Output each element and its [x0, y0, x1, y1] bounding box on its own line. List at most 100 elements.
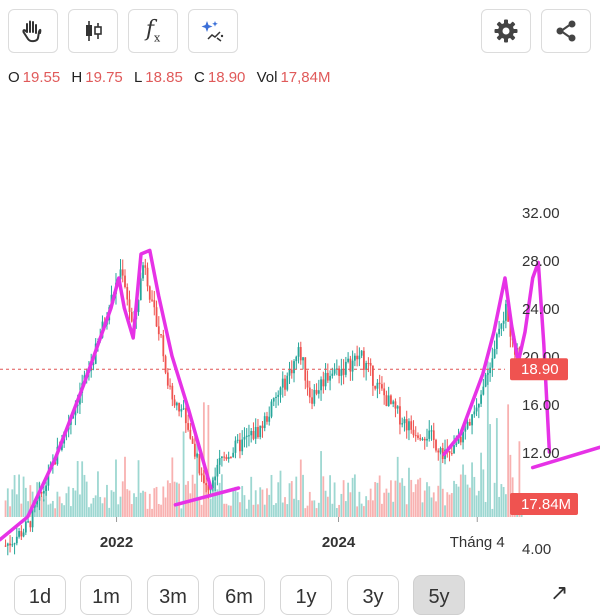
candle [435, 438, 437, 453]
volume-bar [369, 488, 372, 517]
high-label: H [71, 69, 83, 86]
volume-bar [250, 476, 253, 517]
candle [430, 425, 433, 441]
chart-type-button[interactable] [68, 9, 118, 53]
volume-bar [518, 441, 521, 517]
candle [234, 436, 237, 459]
tab-3m[interactable]: 3m [147, 575, 199, 615]
volume-bar [270, 474, 273, 517]
expand-icon[interactable]: ↗ [550, 580, 569, 605]
volume-bar [403, 485, 406, 517]
share-button[interactable] [541, 9, 591, 53]
tab-1y[interactable]: 1y [280, 575, 332, 615]
candle [353, 353, 356, 367]
volume-bar [9, 506, 11, 517]
volume-bar [385, 488, 388, 517]
volume-bar [464, 474, 467, 517]
candle [293, 359, 295, 383]
candle [367, 357, 370, 373]
indicators-button[interactable]: fx [128, 9, 178, 53]
volume-bar [236, 492, 239, 517]
candle [22, 528, 25, 538]
volume-bar [196, 439, 199, 517]
settings-button[interactable] [481, 9, 531, 53]
candle [358, 347, 361, 367]
volume-bar [349, 492, 352, 517]
candle [272, 397, 275, 407]
volume-bar [498, 496, 501, 517]
volume-bar [293, 498, 295, 517]
candle [275, 392, 277, 409]
trend-drawing[interactable] [442, 260, 552, 457]
volume-bar [157, 503, 160, 517]
x-tick-label: Tháng 4 [450, 534, 505, 551]
volume-bar [284, 497, 286, 517]
volume-bar [450, 493, 453, 517]
volume-bar [432, 492, 435, 517]
open-value: 19.55 [22, 69, 61, 86]
trend-drawing[interactable] [173, 486, 241, 507]
volume-bar [421, 502, 424, 517]
volume-bar [110, 490, 113, 517]
x-tick-label: 2024 [322, 534, 356, 551]
volume-bar [97, 471, 99, 517]
candle [184, 404, 187, 433]
candle [333, 363, 336, 376]
volume-bar [329, 475, 331, 517]
volume-bar [187, 481, 189, 517]
candle [297, 342, 300, 364]
volume-bar [326, 496, 329, 517]
candle [392, 399, 395, 408]
candle [202, 469, 205, 484]
volume-bar [248, 499, 250, 517]
candle [387, 386, 390, 407]
volume-bar [81, 461, 84, 517]
x-axis: 2022 2024 Tháng 4 [100, 517, 505, 551]
volume-bar [4, 500, 7, 517]
volume-bar [169, 483, 171, 517]
volume-bar [245, 508, 248, 517]
volume-bar [70, 506, 72, 517]
candle [266, 411, 268, 425]
tab-1m[interactable]: 1m [80, 575, 132, 615]
volume-bar [491, 508, 494, 517]
candle [180, 404, 183, 418]
candle [288, 361, 291, 384]
volume-bar [24, 487, 27, 517]
volume-bar [115, 459, 117, 517]
volume-bar [295, 476, 298, 517]
volume-bar [234, 486, 237, 517]
volume-bar [205, 484, 208, 517]
tab-5y[interactable]: 5y [413, 575, 465, 615]
volume-bar [27, 501, 29, 517]
volume-bar [124, 456, 126, 517]
volume-bar [79, 494, 81, 517]
hand-tool-button[interactable] [8, 9, 58, 53]
tab-6m[interactable]: 6m [213, 575, 265, 615]
tab-3y[interactable]: 3y [347, 575, 399, 615]
last-volume-label: 17.84M [521, 496, 571, 513]
candle [302, 356, 304, 370]
candle [137, 299, 140, 316]
volume-bar [502, 487, 505, 517]
candle [126, 283, 129, 306]
volume-bar [257, 504, 259, 517]
magic-tool-button[interactable] [188, 9, 238, 53]
volume-bar [290, 481, 293, 517]
trend-drawing[interactable] [0, 248, 213, 542]
candle [268, 406, 271, 426]
tab-1d[interactable]: 1d [14, 575, 66, 615]
candle [230, 456, 232, 459]
volume-bar [414, 484, 417, 517]
candle [500, 323, 503, 336]
candle [160, 334, 162, 338]
volume-bar [142, 490, 144, 517]
volume-bar [302, 474, 304, 517]
gear-icon [494, 19, 518, 43]
trend-drawing[interactable] [530, 442, 600, 470]
volume-bar [482, 469, 485, 517]
volume-bar [399, 482, 401, 517]
candle [313, 384, 316, 407]
candle [6, 542, 9, 556]
